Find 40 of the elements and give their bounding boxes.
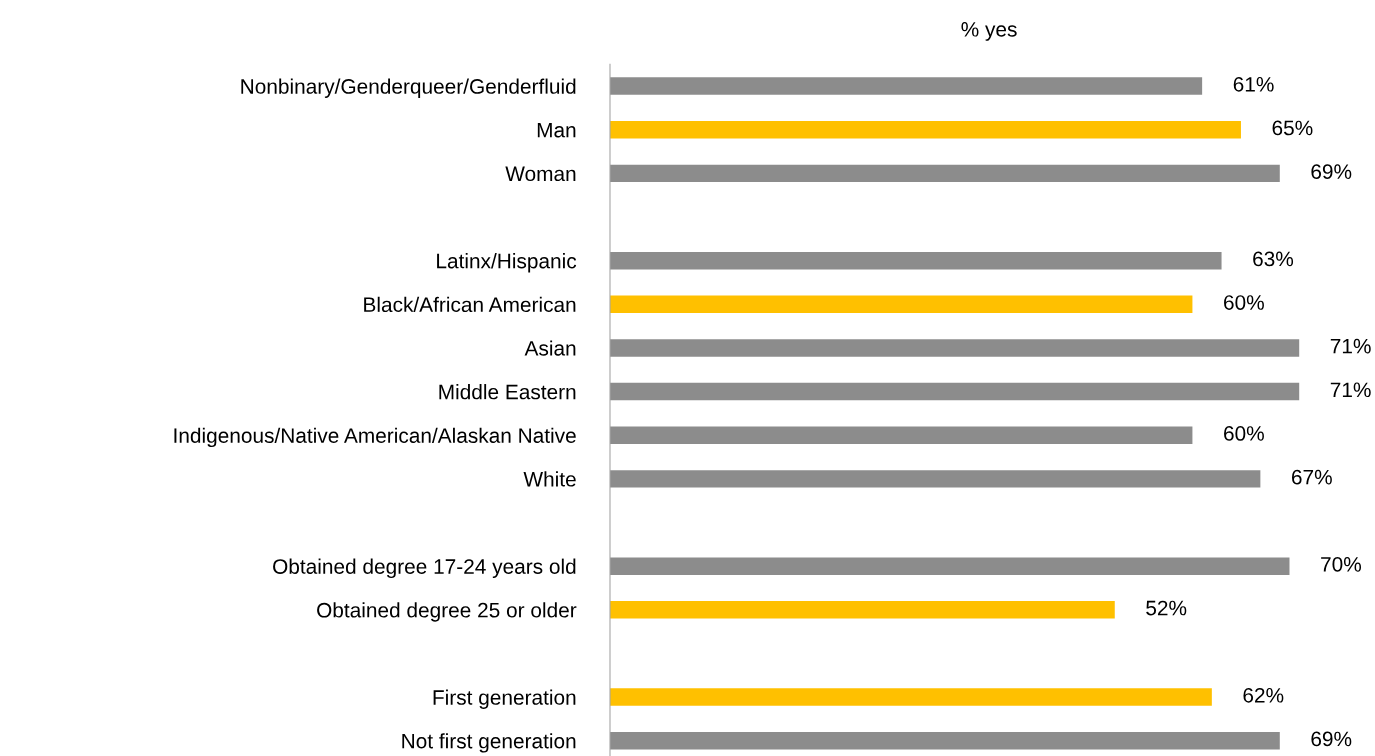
bar (610, 382, 1300, 401)
data-label: 65% (1272, 120, 1313, 136)
data-label: 67% (1291, 469, 1332, 485)
bar (610, 251, 1222, 270)
bar (610, 295, 1193, 314)
y-tick-label: White (523, 471, 576, 487)
data-label: 71% (1330, 382, 1371, 398)
y-tick-label: Black/African American (364, 296, 576, 313)
y-tick-label: Obtained degree 25 or older (317, 602, 577, 622)
data-label: 52% (1146, 600, 1187, 616)
bar (610, 121, 1241, 139)
data-label: 70% (1321, 556, 1362, 572)
y-tick-label: First generation (433, 689, 576, 709)
y-tick-label: Asian (524, 340, 576, 356)
y-tick-label: Not first generation (402, 733, 576, 753)
data-label: 69% (1311, 731, 1352, 747)
bar (610, 426, 1193, 444)
bar (610, 164, 1280, 183)
bar (610, 688, 1212, 706)
y-tick-label: Obtained degree 17-24 years old (273, 558, 576, 579)
bar (610, 601, 1115, 619)
y-tick-label: Man (537, 122, 576, 138)
bar (610, 557, 1290, 575)
bar (610, 470, 1261, 488)
y-tick-label: Latinx/Hispanic (437, 253, 577, 273)
y-tick-label: Woman (505, 166, 576, 182)
data-label: 69% (1311, 164, 1352, 179)
bar (610, 77, 1203, 95)
bar (610, 732, 1280, 750)
y-tick-label: Middle Eastern (439, 384, 576, 400)
data-label: 60% (1224, 426, 1264, 441)
data-label: 61% (1233, 76, 1274, 92)
data-label: 62% (1243, 687, 1284, 703)
data-label: 71% (1330, 338, 1371, 354)
y-tick-label: Indigenous/Native American/Alaskan Native (174, 427, 576, 448)
data-label: 63% (1253, 251, 1294, 267)
y-tick-label: Nonbinary/Genderqueer/Genderfluid (241, 78, 576, 98)
bar (610, 339, 1300, 357)
chart-title: % yes (961, 22, 1017, 41)
data-label: 60% (1224, 295, 1264, 310)
